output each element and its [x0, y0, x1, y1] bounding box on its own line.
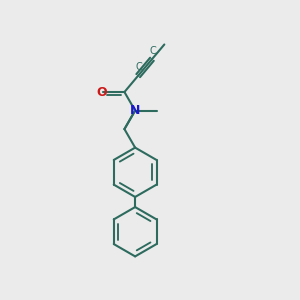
Text: C: C	[149, 46, 156, 56]
Text: C: C	[135, 62, 142, 72]
Text: O: O	[96, 85, 107, 98]
Text: N: N	[130, 104, 140, 117]
